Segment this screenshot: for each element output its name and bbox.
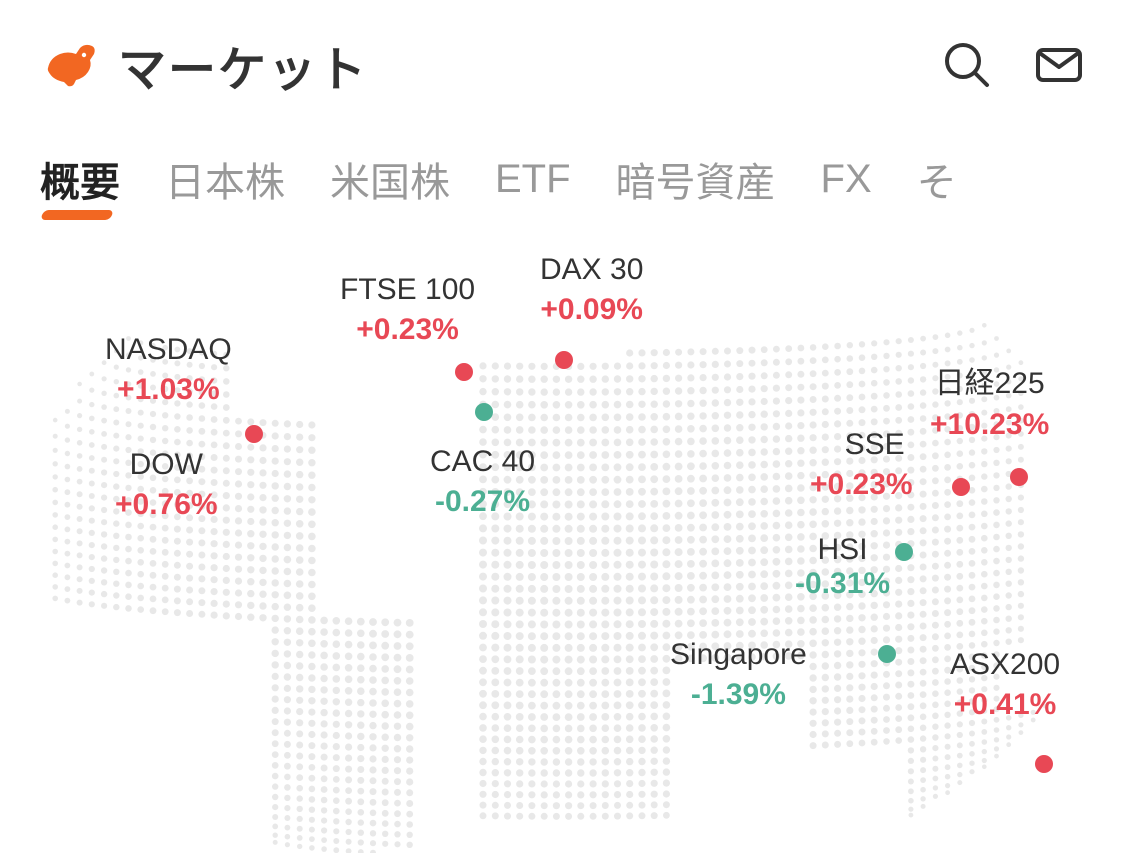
index-change: +0.76% — [115, 488, 218, 522]
index-change: +0.41% — [950, 688, 1060, 722]
mail-icon[interactable] — [1033, 39, 1085, 91]
tab-other-partial[interactable]: そ — [917, 150, 957, 208]
dot-nikkei — [1010, 468, 1028, 486]
index-singapore[interactable]: Singapore -1.39% — [670, 638, 807, 712]
index-change: +0.23% — [340, 313, 475, 347]
index-change: +0.23% — [810, 468, 913, 502]
index-change: +1.03% — [105, 373, 232, 407]
index-name: ASX200 — [950, 648, 1060, 682]
header-right — [941, 39, 1085, 91]
dot-hsi — [895, 543, 913, 561]
dot-asx — [1035, 755, 1053, 773]
index-name: DAX 30 — [540, 253, 643, 287]
index-change: -0.31% — [795, 567, 890, 601]
index-nikkei[interactable]: 日経225 +10.23% — [930, 358, 1049, 442]
index-change: -0.27% — [430, 485, 535, 519]
index-name: NASDAQ — [105, 333, 232, 367]
index-name: FTSE 100 — [340, 273, 475, 307]
tabs-bar: 概要 日本株 米国株 ETF 暗号資産 FX そ — [0, 120, 1125, 233]
index-name: CAC 40 — [430, 445, 535, 479]
tab-overview[interactable]: 概要 — [40, 150, 120, 208]
dot-cac — [475, 403, 493, 421]
bull-logo-icon — [40, 40, 100, 90]
header-left: マーケット — [40, 30, 368, 100]
index-asx[interactable]: ASX200 +0.41% — [950, 648, 1060, 722]
index-change: +10.23% — [930, 408, 1049, 442]
tab-japan-stocks[interactable]: 日本株 — [165, 150, 285, 208]
tab-fx[interactable]: FX — [821, 157, 872, 202]
index-nasdaq[interactable]: NASDAQ +1.03% — [105, 333, 232, 407]
tab-us-stocks[interactable]: 米国株 — [330, 150, 450, 208]
page-title: マーケット — [118, 30, 368, 100]
search-icon[interactable] — [941, 39, 993, 91]
index-cac[interactable]: CAC 40 -0.27% — [430, 445, 535, 519]
tab-crypto[interactable]: 暗号資産 — [616, 150, 776, 208]
index-name: Singapore — [670, 638, 807, 672]
dot-singapore — [878, 645, 896, 663]
index-hsi[interactable]: HSI -0.31% — [795, 533, 890, 601]
world-map-container: NASDAQ +1.03% DOW +0.76% FTSE 100 +0.23%… — [0, 233, 1125, 853]
index-name: 日経225 — [930, 358, 1049, 402]
index-change: +0.09% — [540, 293, 643, 327]
tab-etf[interactable]: ETF — [495, 157, 571, 202]
dot-ftse — [455, 363, 473, 381]
index-name: HSI — [818, 533, 868, 566]
dot-nasdaq — [245, 425, 263, 443]
index-change: -1.39% — [670, 678, 807, 712]
index-ftse[interactable]: FTSE 100 +0.23% — [340, 273, 475, 347]
index-dow[interactable]: DOW +0.76% — [115, 448, 218, 522]
header: マーケット — [0, 0, 1125, 120]
index-sse[interactable]: SSE +0.23% — [810, 428, 913, 502]
dot-sse — [952, 478, 970, 496]
index-name: SSE — [845, 428, 905, 462]
index-dax[interactable]: DAX 30 +0.09% — [540, 253, 643, 327]
index-name: DOW — [115, 448, 218, 482]
dot-dax — [555, 351, 573, 369]
